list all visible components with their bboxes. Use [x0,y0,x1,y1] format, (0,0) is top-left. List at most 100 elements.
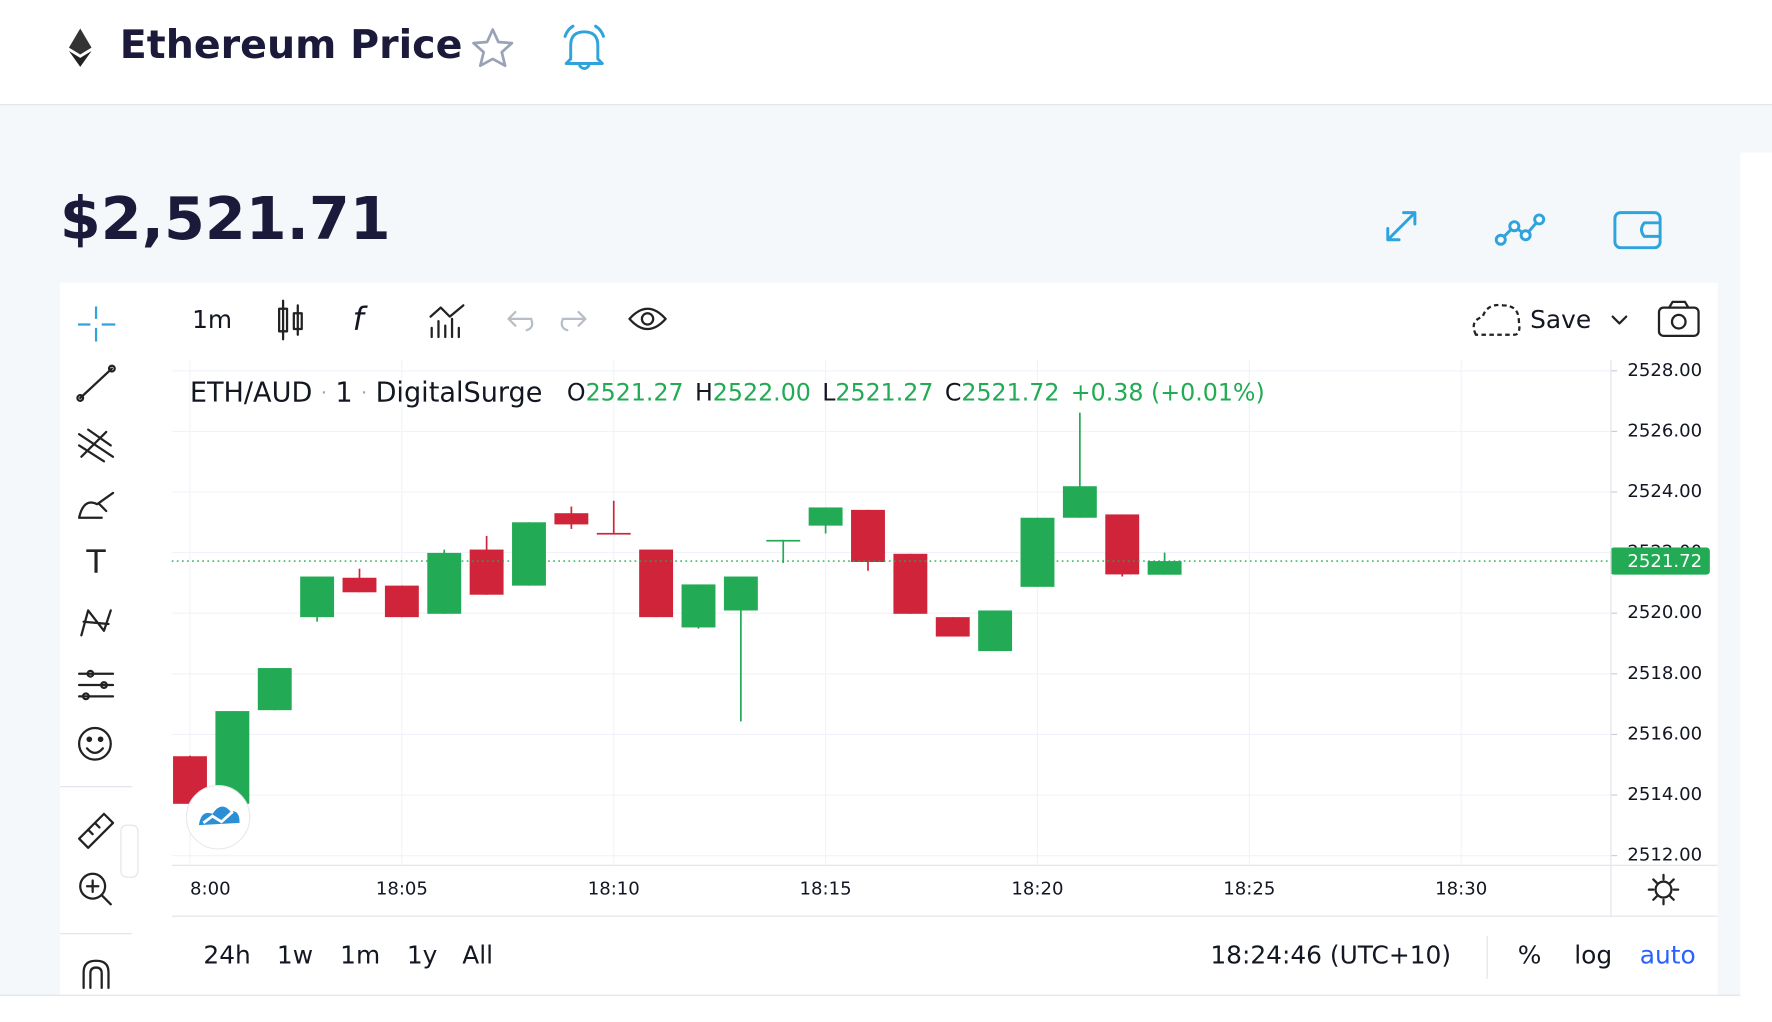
y-tick-label: 2526.00 [1627,420,1702,441]
candle-body [384,585,419,618]
scale-option[interactable]: auto [1640,940,1696,969]
legend-key: H [695,378,713,406]
chart-panel [59,282,1718,995]
chart-type-button[interactable] [278,299,303,341]
legend-change: +0.38 (+0.01%) [1071,378,1265,406]
legend-symbol: ETH/AUD [190,377,312,408]
legend-separator: · [361,382,367,403]
favorite-button[interactable] [472,28,514,68]
chart-legend: ETH/AUD · 1 · DigitalSurge O2521.27 H2522… [190,377,1265,408]
x-tick-label: 18:30 [1435,879,1487,900]
candle-body [342,577,377,593]
header-bg [0,0,1772,105]
y-tick-label: 2524.00 [1627,481,1702,502]
x-tick-label: 18:15 [800,879,852,900]
text-tool[interactable]: T [85,545,106,581]
save-button[interactable]: Save [1530,305,1591,334]
y-tick-label: 2518.00 [1627,663,1702,684]
current-price: $2,521.71 [60,184,391,253]
measure-tool[interactable] [77,669,115,701]
tradingview-logo [185,785,251,850]
trend-line-tool[interactable] [76,364,116,402]
candle-body [257,668,292,711]
clock: 18:24:46 (UTC+10) [1210,940,1451,969]
indicator-button[interactable] [1494,213,1546,246]
candle-body [935,617,970,637]
emoji-tool[interactable] [77,726,112,761]
y-tick-label: 2528.00 [1627,360,1702,381]
crosshair-tool[interactable] [77,306,116,342]
fib-tool[interactable] [77,428,115,463]
legend-key: O [567,378,586,406]
legend-separator: · [321,382,327,403]
magnet-tool[interactable] [82,959,110,990]
x-tick-label: 18:25 [1223,879,1275,900]
page-title: Ethereum Price [120,22,463,68]
range-button[interactable]: All [462,940,493,969]
legend-value: 2521.27 [835,378,933,406]
y-tick-label: 2512.00 [1627,845,1702,866]
candle-body [300,576,335,618]
candle-body [1020,517,1055,587]
current-price-label: 2521.72 [1627,551,1702,572]
candle-body [1105,514,1140,575]
brush-tool[interactable] [77,491,115,519]
candle-body [1147,561,1182,575]
alert-button[interactable] [563,24,605,71]
candle-body [893,553,928,614]
x-tick-label: 18:10 [588,879,640,900]
price-chart: 2512.00 2514.00 2516.00 2518.00 2520.00 2522.… [171,359,1710,900]
legend-value: 2521.72 [961,378,1059,406]
legend-key: L [822,378,836,406]
visibility-button[interactable] [628,307,667,331]
y-tick-label: 2516.00 [1627,723,1702,744]
settings-button[interactable] [1647,873,1680,906]
compare-button[interactable] [429,304,465,339]
x-tick-label: 18:20 [1011,879,1063,900]
save-menu-button[interactable] [1611,315,1628,325]
wallet-button[interactable] [1613,211,1662,250]
side-panel [1740,152,1772,1022]
range-button[interactable]: 1y [407,940,438,969]
candle-body [978,610,1013,652]
candle-body [1062,486,1097,518]
interval-button[interactable]: 1m [192,305,232,334]
scale-option[interactable]: log [1574,940,1612,969]
cloud-icon [1472,303,1521,336]
legend-value: 2521.27 [586,378,684,406]
ruler-tool[interactable] [77,812,115,849]
candle-body [469,549,504,595]
candle-body [639,549,674,618]
range-button[interactable]: 1w [277,940,313,969]
legend-key: C [945,378,962,406]
candle-body [512,522,546,586]
candle-body [851,509,885,562]
legend-interval: 1 [335,377,352,408]
undo-button[interactable] [507,310,534,332]
collapse-toolbar[interactable] [120,824,139,878]
x-tick-label: 8:00 [190,879,231,900]
legend-exchange: DigitalSurge [376,377,543,408]
y-tick-label: 2520.00 [1627,602,1702,623]
range-button[interactable]: 1m [340,940,380,969]
zoom-tool[interactable] [79,872,112,906]
y-tick-label: 2514.00 [1627,784,1702,805]
current-price-badge [1610,547,1710,575]
screenshot-button[interactable] [1657,300,1700,337]
pattern-tool[interactable] [80,609,112,637]
candle-body [427,552,462,614]
candle-body [766,539,801,542]
eth-logo [68,28,92,67]
candle-body [554,513,589,525]
candle-body [596,532,631,535]
redo-button[interactable] [560,310,587,332]
legend-value: 2522.00 [713,378,811,406]
range-button[interactable]: 24h [203,940,250,969]
candle-body [681,584,716,628]
fullscreen-button[interactable] [1386,211,1417,242]
scale-option[interactable]: % [1518,940,1542,969]
footer-bg [0,994,1741,1022]
candle-body [723,576,758,611]
